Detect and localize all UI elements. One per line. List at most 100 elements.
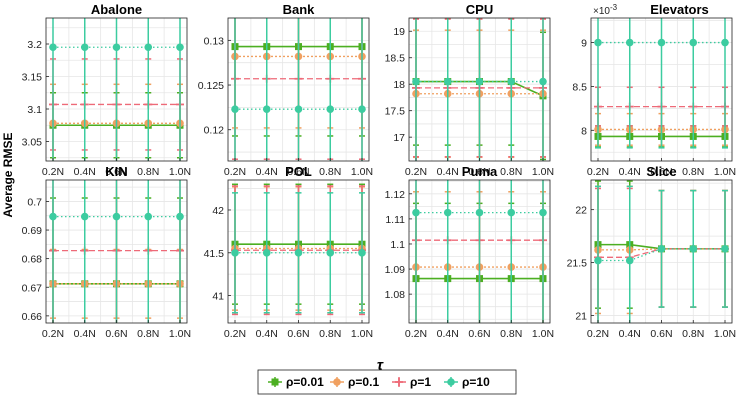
x-tick-label: 1.0N: [169, 328, 191, 340]
data-point: [294, 105, 303, 113]
x-tick-label: 1.0N: [532, 328, 554, 340]
data-point: [358, 105, 366, 113]
data-point: [594, 38, 602, 47]
series-puma-4: [412, 180, 547, 323]
data-point: [294, 248, 303, 257]
panel-title: Puma: [462, 164, 498, 179]
y-tick-label: 1.11: [385, 214, 405, 226]
x-tick-label: 0.8N: [137, 166, 159, 178]
series-bank-4: [231, 18, 366, 161]
x-axis-label: τ: [377, 357, 384, 374]
data-point: [80, 43, 89, 52]
plot-area: [412, 180, 547, 323]
x-tick-label: 0.6N: [105, 328, 127, 340]
y-tick-label: 8: [581, 125, 587, 137]
x-tick-label: 0.6N: [650, 328, 672, 340]
x-tick-label: 0.2N: [587, 166, 609, 178]
data-point: [689, 38, 698, 47]
data-point: [657, 38, 666, 47]
x-tick-label: 0.2N: [224, 166, 246, 178]
x-tick-label: 1.0N: [351, 166, 373, 178]
data-point: [144, 43, 153, 52]
legend-box: [257, 369, 517, 395]
data-point: [326, 105, 335, 113]
y-tick-label: 0.13: [204, 35, 225, 47]
data-point: [262, 248, 271, 257]
plot-area: [594, 18, 729, 149]
data-point: [443, 77, 452, 86]
x-tick-label: 0.4N: [256, 166, 278, 178]
legend-marker: [333, 378, 341, 386]
data-point: [594, 256, 602, 265]
series-line: [598, 248, 725, 251]
x-tick-label: 0.2N: [224, 328, 246, 340]
legend-marker: [447, 378, 455, 386]
panel-title: CPU: [466, 2, 493, 17]
plot-area: [231, 18, 366, 161]
y-tick-label: 3.2: [27, 39, 42, 51]
legend-marker: [271, 378, 279, 386]
data-point: [689, 245, 698, 253]
panel-title: Bank: [283, 2, 316, 17]
legend-item-4: ρ=10: [444, 375, 490, 389]
panel-title: Slice: [646, 164, 676, 179]
x-tick-label: 0.2N: [587, 328, 609, 340]
data-point: [358, 248, 366, 257]
data-point: [112, 212, 121, 221]
data-point: [144, 212, 153, 221]
x-tick-label: 0.6N: [468, 166, 490, 178]
panel-title: Elevators: [650, 2, 709, 17]
y-tick-label: 3.05: [22, 137, 43, 149]
data-point: [80, 212, 89, 221]
data-point: [539, 208, 547, 217]
x-tick-label: 0.8N: [500, 166, 522, 178]
x-tick-label: 0.4N: [437, 166, 459, 178]
panels: 3.05 3.1 3.15 3.2 0.2N 0.4N 0.6N 0.8N 1.0N Abalon…: [22, 2, 737, 340]
series-pol-4: [231, 192, 366, 314]
data-point: [176, 212, 184, 221]
data-point: [412, 77, 420, 86]
y-tick-label: 0.67: [22, 282, 43, 294]
x-tick-label: 0.4N: [619, 166, 641, 178]
plot-area: [594, 180, 729, 323]
plot-area: [49, 18, 184, 161]
data-point: [112, 43, 121, 52]
y-tick-label: 1.09: [385, 264, 406, 276]
legend-item-2: ρ=0.1: [330, 375, 379, 389]
x-tick-label: 0.4N: [74, 328, 96, 340]
y-axis-exponent: ×10-3: [593, 3, 618, 17]
y-tick-label: 0.66: [22, 311, 43, 323]
y-tick-label: 0.68: [22, 254, 43, 266]
plot-area: [231, 183, 366, 316]
panel-title: POL: [285, 164, 312, 179]
panel-abalone: 3.05 3.1 3.15 3.2 0.2N 0.4N 0.6N 0.8N 1.0N Abalon…: [22, 2, 192, 178]
legend-label: ρ=10: [462, 375, 490, 389]
y-tick-label: 9: [581, 38, 587, 50]
data-point: [475, 208, 484, 217]
x-tick-label: 0.4N: [619, 328, 641, 340]
data-point: [625, 38, 634, 47]
series-elevators-4: [594, 18, 729, 149]
panel-puma: 1.08 1.09 1.1 1.11 1.12 0.2N 0.4N 0.6N 0.8N 1.0N P…: [385, 164, 555, 340]
x-tick-label: 0.8N: [682, 166, 704, 178]
x-tick-label: 0.6N: [287, 328, 309, 340]
panel-bank: 0.12 0.125 0.13 0.2N 0.4N 0.6N 0.8N 1.0N Bank: [198, 2, 373, 178]
x-tick-label: 0.8N: [682, 328, 704, 340]
panel-cpu: 17 17.5 18 18.5 19 0.2N 0.4N 0.6N 0.8N 1.0N CPU: [385, 2, 555, 178]
legend-label: ρ=0.01: [286, 375, 324, 389]
y-tick-label: 18.5: [385, 53, 406, 65]
x-tick-label: 0.8N: [319, 166, 341, 178]
y-tick-label: 18: [393, 79, 405, 91]
legend-item-1: ρ=0.01: [268, 375, 324, 389]
legend: ρ=0.01 ρ=0.1 ρ=1 ρ=10: [257, 369, 517, 395]
data-point: [262, 105, 271, 113]
y-tick-label: 0.69: [22, 225, 43, 237]
series-cpu-4: [412, 18, 547, 161]
data-point: [49, 43, 57, 52]
data-point: [326, 248, 335, 257]
data-point: [507, 77, 516, 86]
series-kin-4: [49, 180, 184, 323]
data-point: [721, 245, 729, 253]
y-tick-label: 0.12: [204, 125, 225, 137]
